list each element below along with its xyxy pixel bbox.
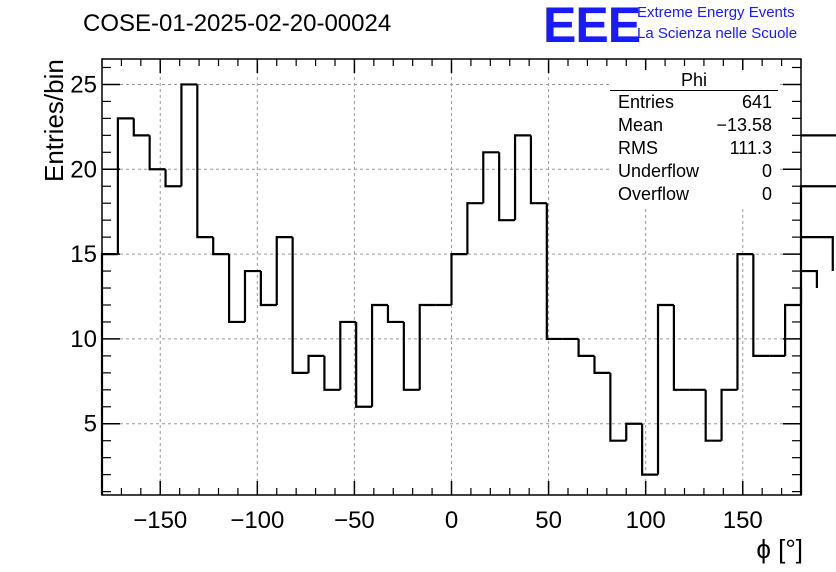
x-tick-label: −50: [334, 507, 375, 534]
histogram-bin: [672, 304, 690, 391]
histogram-bin: [625, 422, 643, 441]
stats-label: RMS: [618, 138, 658, 158]
stats-row-mean: Mean −13.58: [610, 114, 778, 137]
histogram-bin: [801, 134, 836, 137]
histogram-bin: [227, 254, 245, 324]
axis-ticks: −150 −100 −50 0 50 100 150 5 10 15 20 25: [70, 59, 802, 534]
stats-label: Entries: [618, 92, 675, 112]
histogram-bin: [784, 303, 801, 356]
x-tick-label: −150: [133, 507, 187, 534]
stats-label: Overflow: [618, 184, 690, 204]
histogram-bin: [799, 185, 836, 495]
histogram-bin: [466, 202, 484, 255]
histogram-bin: [529, 135, 547, 205]
y-tick-label: 10: [70, 326, 97, 353]
x-tick-label: 50: [535, 507, 562, 534]
stats-value: 111.3: [729, 138, 772, 158]
histogram-bin: [180, 83, 198, 187]
histogram-bin: [482, 151, 500, 204]
stats-label: Mean: [618, 115, 664, 135]
histogram-bin: [704, 389, 722, 442]
y-tick-label: 25: [70, 71, 97, 98]
y-axis-label-wrap: Entries/bin: [5, 59, 69, 182]
histogram-bin: [386, 304, 404, 324]
histogram-bin: [307, 354, 325, 373]
stats-box: Phi Entries 641 Mean −13.58 RMS 111.3 Un…: [610, 70, 778, 206]
stats-value: 0: [761, 184, 772, 204]
plot-frame: [101, 58, 802, 496]
x-tick-label: 100: [626, 507, 666, 534]
histogram-bin: [513, 134, 531, 221]
histogram-bin: [498, 152, 516, 222]
logo-line-1: Extreme Energy Events: [637, 4, 795, 21]
histogram-bin: [609, 372, 627, 442]
histogram-bin: [275, 236, 293, 305]
histogram-bin: [323, 355, 341, 391]
histogram-bin: [736, 252, 754, 390]
histogram-bin: [116, 117, 134, 255]
y-tick-label: 15: [70, 241, 97, 268]
histogram-bin: [370, 303, 388, 407]
histogram-bin: [593, 355, 611, 374]
histogram-bin: [291, 237, 309, 374]
stats-row-overflow: Overflow 0: [610, 183, 778, 206]
histogram-bin: [641, 423, 659, 476]
chart-title: COSE-01-2025-02-20-00024: [83, 10, 392, 37]
histogram-bin: [752, 254, 770, 357]
stats-name: Phi: [610, 70, 778, 91]
y-tick-label: 20: [70, 156, 97, 183]
histogram-bin: [801, 236, 834, 272]
histogram-bin: [100, 252, 118, 495]
histogram-bin: [196, 84, 214, 239]
histogram-bin: [656, 303, 674, 475]
histogram-bin: [212, 237, 230, 256]
x-tick-label: 0: [445, 507, 458, 534]
histogram-bin: [132, 118, 150, 137]
stats-value: 0: [761, 161, 772, 181]
eee-logo: EEE: [543, 0, 641, 53]
histogram-bin: [402, 321, 420, 391]
logo-line-2: La Scienza nelle Scuole: [637, 25, 798, 42]
histogram-bin: [545, 203, 563, 341]
histogram-bin: [720, 388, 738, 441]
histogram-bin: [450, 252, 468, 305]
x-tick-label: −100: [230, 507, 284, 534]
histogram-bin: [418, 303, 436, 390]
stats-value: 641: [741, 92, 772, 112]
histogram-bin: [577, 338, 595, 357]
histogram-bin: [259, 271, 277, 307]
histogram-bin: [164, 169, 182, 188]
stats-row-entries: Entries 641: [610, 91, 778, 114]
stats-row-rms: RMS 111.3: [610, 137, 778, 160]
y-axis-label: Entries/bin: [39, 59, 69, 182]
histogram-bin: [243, 269, 261, 322]
x-tick-label: 150: [723, 507, 763, 534]
histogram-bin: [355, 321, 373, 408]
histogram-bin: [801, 269, 818, 289]
histogram-bin: [148, 135, 166, 171]
stats-label: Underflow: [618, 161, 700, 181]
histogram-bin: [339, 320, 357, 390]
x-axis-label: ϕ [°]: [756, 534, 803, 564]
y-tick-label: 5: [84, 411, 97, 438]
stats-value: −13.58: [716, 115, 772, 135]
stats-row-underflow: Underflow 0: [610, 160, 778, 183]
